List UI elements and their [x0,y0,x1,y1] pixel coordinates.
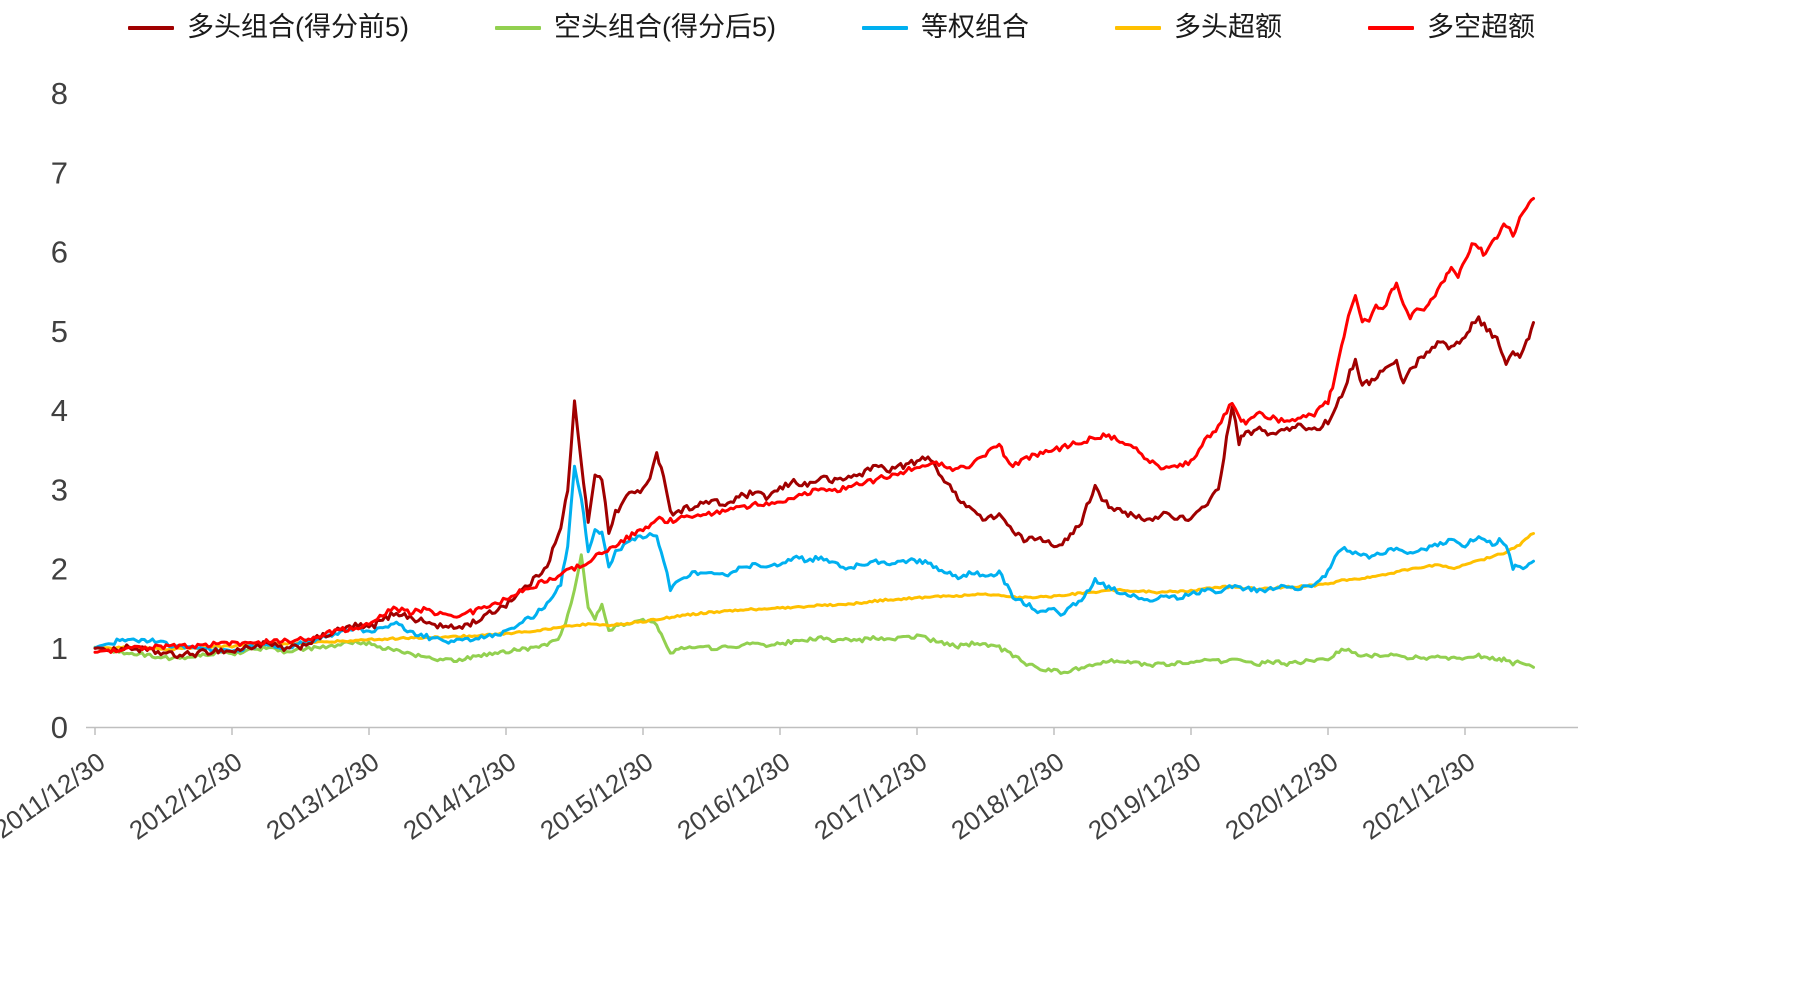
x-tick-label: 2017/12/30 [809,746,933,845]
legend-label: 多头组合(得分前5) [187,12,409,42]
x-tick-label: 2020/12/30 [1220,746,1344,845]
legend-line-swatch [1368,25,1414,30]
legend-label: 多头超额 [1174,12,1282,42]
legend-item-long_top5: 多头组合(得分前5) [128,14,409,41]
legend-item-long_short_excess: 多空超额 [1368,14,1535,41]
x-tick-label: 2016/12/30 [672,746,796,845]
legend-item-long_excess: 多头超额 [1115,14,1282,41]
legend-line-swatch [862,25,908,30]
y-tick-label: 5 [51,314,68,349]
y-tick-label: 4 [51,393,68,428]
y-tick-label: 0 [51,710,68,745]
x-tick-label: 2018/12/30 [946,746,1070,845]
legend-line-swatch [128,25,174,30]
y-tick-label: 7 [51,155,68,190]
x-tick-label: 2013/12/30 [261,746,385,845]
legend-label: 多空超额 [1427,12,1535,42]
x-tick-label: 2012/12/30 [124,746,248,845]
legend-item-short_bottom5: 空头组合(得分后5) [495,14,776,41]
x-tick-label: 2019/12/30 [1083,746,1207,845]
legend-line-swatch [1115,25,1161,30]
legend-label: 等权组合 [921,12,1029,42]
series-line-short_bottom5 [93,553,1535,675]
y-tick-label: 3 [51,472,68,507]
chart-legend: 多头组合(得分前5) 空头组合(得分后5) 等权组合 多头超额 多空超额 [128,14,1535,41]
y-tick-label: 1 [51,631,68,666]
legend-label: 空头组合(得分后5) [554,12,776,42]
y-tick-label: 2 [51,552,68,587]
series-line-long_short_excess [93,197,1535,654]
x-tick-label: 2015/12/30 [535,746,659,845]
series-line-long_excess [93,532,1535,652]
x-tick-label: 2011/12/30 [0,746,110,844]
legend-line-swatch [495,25,541,30]
x-tick-label: 2021/12/30 [1357,746,1481,845]
y-tick-label: 8 [51,76,68,111]
series-line-equal_weight [93,464,1535,654]
y-tick-label: 6 [51,235,68,270]
x-tick-label: 2014/12/30 [398,746,522,845]
legend-item-equal_weight: 等权组合 [862,14,1029,41]
